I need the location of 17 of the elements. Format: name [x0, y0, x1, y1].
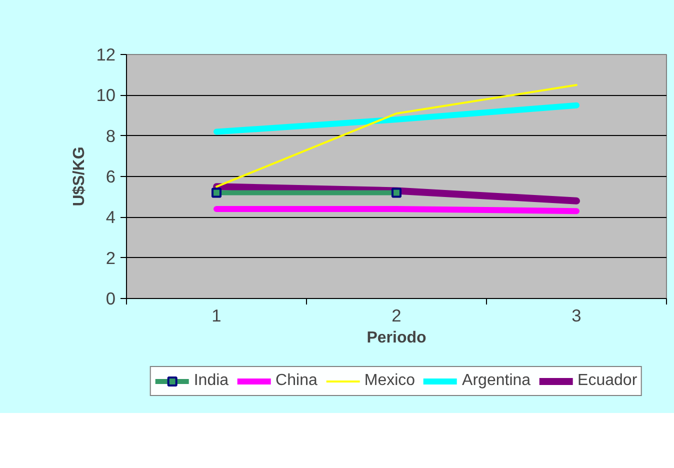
- y-tick-label: 6: [106, 166, 116, 186]
- legend-label: Ecuador: [578, 372, 638, 390]
- x-axis-title: Periodo: [366, 330, 427, 346]
- y-tick-label: 8: [106, 126, 116, 146]
- y-axis-title: U$S/KG: [71, 146, 88, 206]
- legend-label: Mexico: [364, 372, 416, 390]
- y-tick-label: 12: [96, 44, 116, 64]
- legend-label: China: [276, 372, 318, 390]
- x-tick-label: 3: [572, 306, 582, 326]
- y-tick-label: 0: [106, 288, 116, 308]
- x-tick-label: 1: [212, 306, 222, 326]
- y-tick-label: 4: [106, 207, 116, 228]
- x-tick-label: 2: [392, 306, 402, 326]
- legend-label: India: [194, 372, 229, 390]
- y-tick-label: 10: [96, 85, 116, 106]
- y-tick-label: 2: [106, 248, 116, 268]
- legend-label: Argentina: [462, 372, 531, 390]
